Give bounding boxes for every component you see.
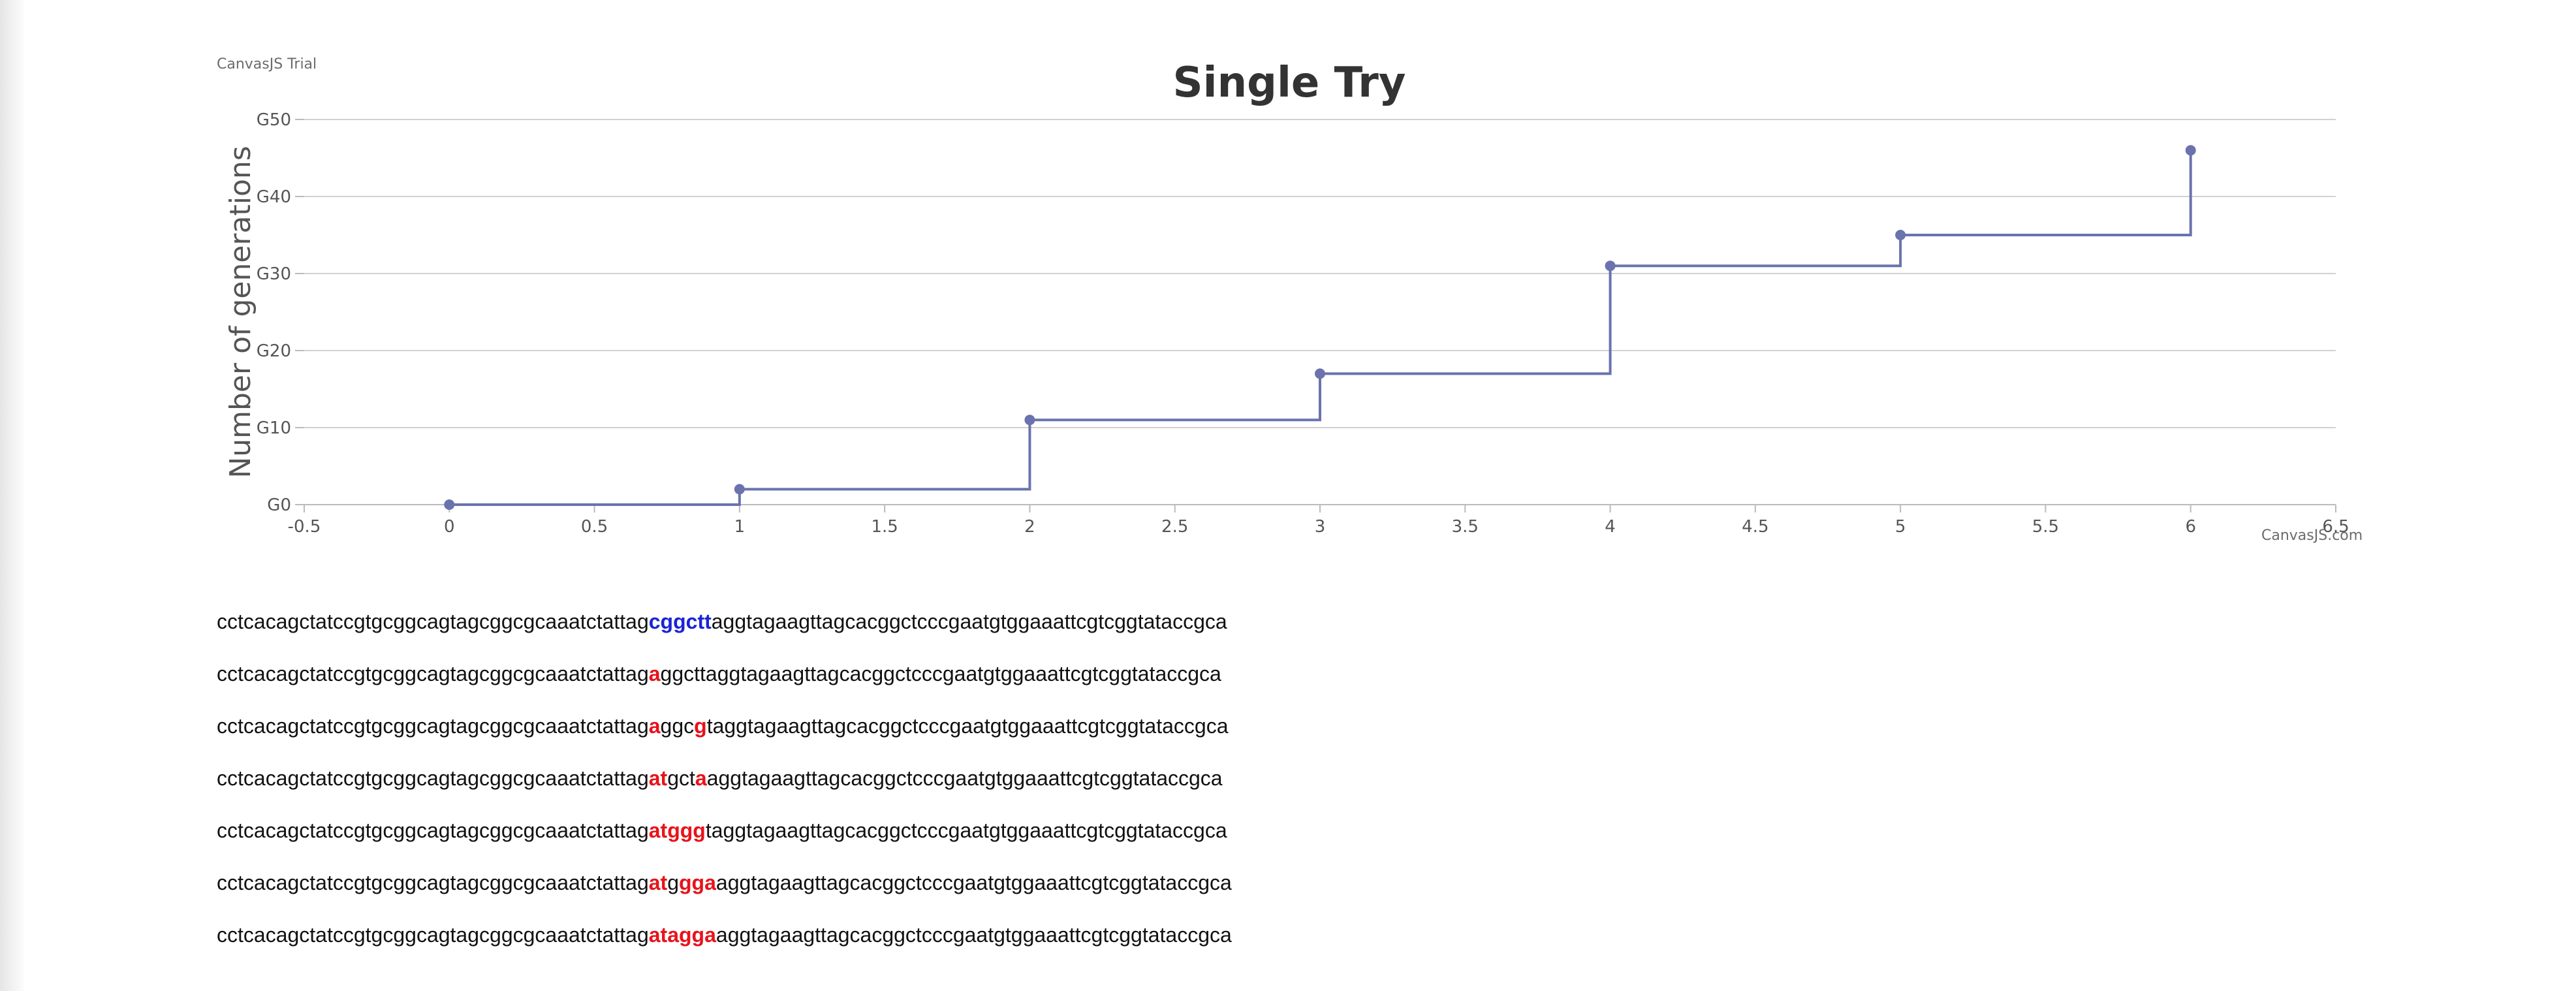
data-point (2185, 145, 2196, 156)
sequence-segment: cctcacagctatccgtgcggcagtagcggcgcaaatctat… (217, 923, 649, 947)
x-tick-label: 0.5 (581, 517, 608, 537)
x-tick-label: 2 (1024, 517, 1035, 537)
x-tick-label: -0.5 (288, 517, 321, 537)
sequence-segment: cctcacagctatccgtgcggcagtagcggcgcaaatctat… (217, 714, 649, 738)
mutated-segment: at (648, 871, 668, 894)
y-tick-label: G0 (267, 496, 291, 515)
y-tick-label: G20 (257, 341, 291, 361)
x-tick-label: 6.5 (2322, 517, 2349, 537)
mutated-segment: at (648, 766, 668, 790)
sequence-segment: cctcacagctatccgtgcggcagtagcggcgcaaatctat… (217, 662, 649, 685)
left-edge-shadow (0, 0, 26, 991)
sequence-line: cctcacagctatccgtgcggcagtagcggcgcaaatctat… (217, 870, 1232, 922)
sequence-line: cctcacagctatccgtgcggcagtagcggcgcaaatctat… (217, 922, 1232, 974)
data-point (1605, 260, 1616, 272)
chart-title: Single Try (1173, 59, 1406, 107)
mutated-segment: atggg (648, 819, 706, 842)
data-point (1024, 415, 1035, 426)
y-axis-title: Number of generations (224, 146, 257, 478)
tick-labels: G0 G10 G20 G30 G40 G50 -0.5 0 0.5 1 1.5 2 2.5 3 3.5 4 4.… (257, 110, 2349, 537)
x-tick-label: 5.5 (2032, 517, 2059, 537)
x-tick-label: 3 (1315, 517, 1326, 537)
sequence-segment: taggtagaagttagcacggctcccgaatgtggaaattcgt… (706, 714, 1229, 738)
sequence-segment: ggcttaggtagaagttagcacggctcccgaatgtggaaat… (660, 662, 1221, 685)
canvasjs-trial-credit: CanvasJS Trial (217, 56, 317, 72)
x-tick-label: 1 (734, 517, 746, 537)
sequence-segment: g (667, 871, 679, 894)
mutated-segment: atagga (648, 923, 716, 947)
series-step-line (449, 150, 2192, 506)
sequence-segment: aggtagaagttagcacggctcccgaatgtggaaattcgtc… (715, 871, 1232, 894)
x-tick-label: 2.5 (1161, 517, 1188, 537)
x-tick-label: 3.5 (1452, 517, 1479, 537)
sequence-segment: gct (667, 766, 695, 790)
x-tick-label: 4.5 (1742, 517, 1768, 537)
data-points (444, 145, 2196, 510)
generations-step-chart: Single Try Number of generations G0 G10 G2… (224, 59, 2349, 537)
mutated-segment: a (648, 662, 661, 685)
series-line (449, 150, 2192, 506)
sequence-segment: ggc (660, 714, 695, 738)
sequence-line: cctcacagctatccgtgcggcagtagcggcgcaaatctat… (217, 608, 1232, 661)
sequence-segment: cctcacagctatccgtgcggcagtagcggcgcaaatctat… (217, 766, 649, 790)
sequence-segment: taggtagaagttagcacggctcccgaatgtggaaattcgt… (705, 819, 1227, 842)
x-tick-label: 0 (444, 517, 455, 537)
sequence-line: cctcacagctatccgtgcggcagtagcggcgcaaatctat… (217, 817, 1232, 870)
x-tick-label: 6 (2185, 517, 2196, 537)
canvasjs-link[interactable]: CanvasJS.com (2261, 527, 2363, 544)
data-point (1315, 368, 1325, 379)
x-tick-label: 1.5 (871, 517, 898, 537)
sequence-segment: aggtagaagttagcacggctcccgaatgtggaaattcgtc… (711, 610, 1227, 633)
mutated-segment: g (694, 714, 707, 738)
mutated-segment: a (648, 714, 661, 738)
y-tick-label: G50 (257, 110, 291, 130)
y-tick-label: G30 (257, 264, 291, 284)
sequence-line: cctcacagctatccgtgcggcagtagcggcgcaaatctat… (217, 661, 1232, 713)
sequence-line: cctcacagctatccgtgcggcagtagcggcgcaaatctat… (217, 765, 1232, 817)
data-point (444, 499, 455, 510)
x-tick-label: 4 (1605, 517, 1616, 537)
data-point (1895, 230, 1906, 240)
sequence-segment: cctcacagctatccgtgcggcagtagcggcgcaaatctat… (217, 819, 649, 842)
sequence-segment: aggtagaagttagcacggctcccgaatgtggaaattcgtc… (715, 923, 1232, 947)
highlighted-segment: cggctt (648, 610, 712, 633)
data-point (734, 484, 745, 495)
sequence-segment: cctcacagctatccgtgcggcagtagcggcgcaaatctat… (217, 871, 649, 894)
gridlines (304, 119, 2336, 428)
y-tick-label: G10 (257, 418, 291, 438)
sequence-segment: aggtagaagttagcacggctcccgaatgtggaaattcgtc… (706, 766, 1223, 790)
sequence-segment: cctcacagctatccgtgcggcagtagcggcgcaaatctat… (217, 610, 649, 633)
y-tick-label: G40 (257, 187, 291, 207)
x-tick-label: 5 (1895, 517, 1906, 537)
axes (295, 119, 2336, 512)
mutated-segment: gga (679, 871, 716, 894)
sequence-line: cctcacagctatccgtgcggcagtagcggcgcaaatctat… (217, 713, 1232, 765)
mutated-segment: a (695, 766, 707, 790)
sequence-list: cctcacagctatccgtgcggcagtagcggcgcaaatctat… (217, 608, 1232, 974)
